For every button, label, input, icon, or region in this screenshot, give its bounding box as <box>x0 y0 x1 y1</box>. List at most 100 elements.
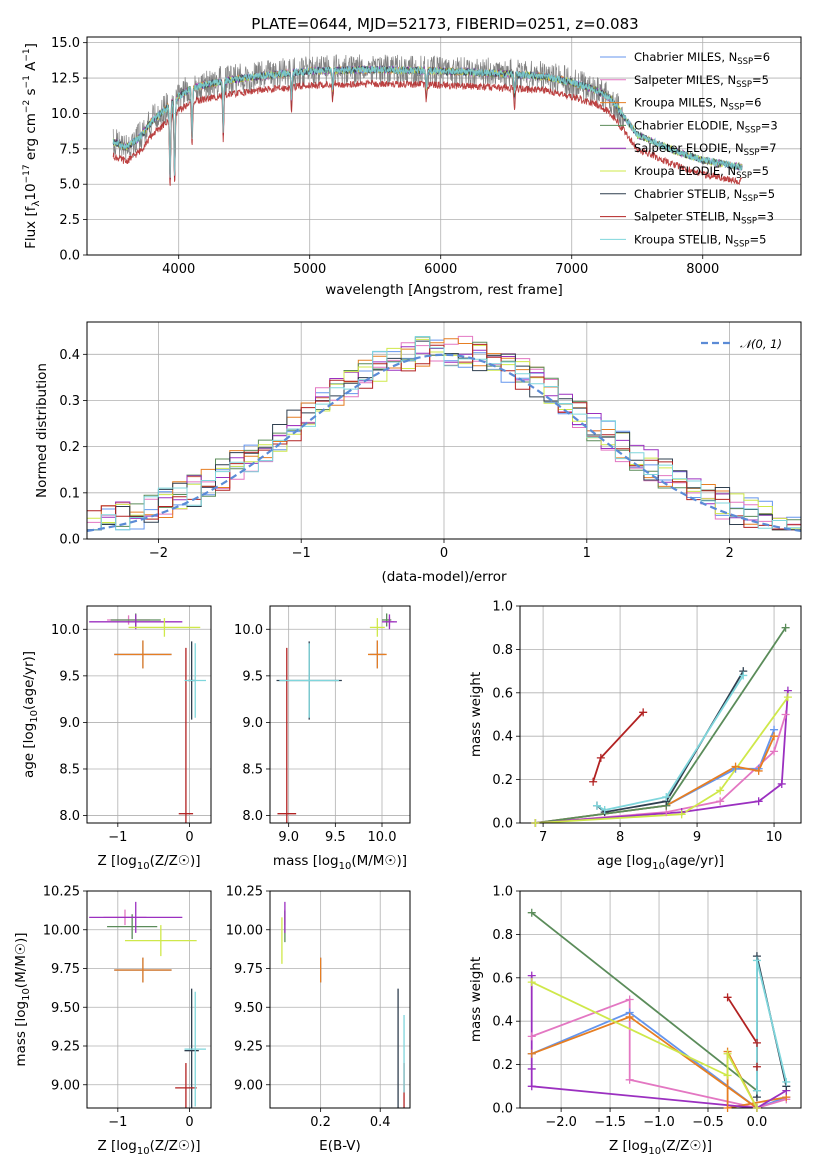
y-tick-label: 9.25 <box>234 1040 263 1055</box>
weight-series-marker <box>716 786 725 795</box>
y-tick-label: 0.6 <box>492 971 513 986</box>
x-axis-label: E(B-V) <box>319 1138 361 1154</box>
x-tick-label: 0.4 <box>370 1115 391 1130</box>
weight-series-marker <box>754 797 763 806</box>
weight-series-marker <box>739 671 748 680</box>
y-axis-label: mass weight <box>468 672 484 757</box>
weight-series-marker <box>625 1012 634 1021</box>
x-axis-label: Z [log10(Z/Z☉)] <box>97 853 200 872</box>
weight-series-marker <box>662 792 671 801</box>
y-axis-label: mass weight <box>468 957 484 1042</box>
plot-area <box>112 54 743 186</box>
plot-area <box>276 613 397 823</box>
panel-weight-vs-age: 7 8 9 10 0.0 0.2 0.4 0.6 0.8 1.0 age [log10(age/yr… <box>468 600 802 872</box>
weight-series-line <box>596 674 745 811</box>
histogram-step-line <box>87 338 801 539</box>
weight-series-marker <box>531 819 540 827</box>
y-tick-label: 9.75 <box>234 962 263 977</box>
y-tick-label: 7.5 <box>59 142 80 157</box>
x-tick-label: 9.5 <box>325 830 346 845</box>
x-tick-label: 0.2 <box>310 1115 331 1130</box>
y-axis-label: mass [log10(M/M☉)] <box>13 932 32 1066</box>
x-tick-label: 7000 <box>555 262 588 277</box>
y-tick-label: 10.00 <box>43 923 80 938</box>
gaussian-curve <box>87 353 801 532</box>
x-tick-label: 10 <box>766 830 783 845</box>
weight-series-marker <box>527 1049 536 1058</box>
weight-series-marker <box>600 805 609 814</box>
x-axis-label: mass [log10(M/M☉)] <box>273 853 407 872</box>
panel-mass-vs-ebv: 0.2 0.4 9.00 9.25 9.50 9.75 10.00 10.25 E(B-V) <box>226 885 411 1154</box>
weight-series-marker <box>527 978 536 987</box>
y-tick-label: 10.0 <box>234 623 263 638</box>
grid-lines <box>270 890 410 1108</box>
x-tick-label: 7 <box>539 830 547 845</box>
legend-entry: 𝒩(0, 1) <box>740 337 782 351</box>
y-tick-label: 0.0 <box>59 249 80 264</box>
legend-entry: Kroupa MILES, NSSP=6 <box>634 96 761 113</box>
y-tick-label: 8.0 <box>59 809 80 824</box>
weight-series-marker <box>731 762 740 771</box>
y-tick-label: 0.2 <box>492 1058 513 1073</box>
grid-lines <box>87 890 211 1108</box>
x-tick-label: −1 <box>108 1115 127 1130</box>
y-tick-label: 10.0 <box>51 107 80 122</box>
weight-series-marker <box>770 747 779 756</box>
x-tick-label: 9 <box>693 830 701 845</box>
y-tick-label: 9.5 <box>59 669 80 684</box>
y-tick-label: 0.4 <box>492 1015 513 1030</box>
legend-entry: Salpeter STELIB, NSSP=3 <box>634 210 774 227</box>
y-axis-label: Flux [fλ10−17 erg cm−2 s−1 A−1] <box>22 43 42 249</box>
y-tick-label: 0.8 <box>492 643 513 658</box>
y-tick-label: 9.0 <box>242 716 263 731</box>
y-tick-label: 0.4 <box>59 348 80 363</box>
weight-series-line <box>531 981 758 1108</box>
y-tick-label: 9.0 <box>59 716 80 731</box>
weight-series-marker <box>752 1038 761 1047</box>
figure-title: PLATE=0644, MJD=52173, FIBERID=0251, z=0… <box>251 15 638 33</box>
y-tick-label: 10.25 <box>226 885 263 900</box>
legend: Chabrier MILES, NSSP=6 Salpeter MILES, NS… <box>600 50 778 249</box>
axes-frame <box>86 36 802 256</box>
weight-series-marker <box>592 801 601 810</box>
y-tick-label: 10.0 <box>51 623 80 638</box>
x-tick-label: −1.5 <box>594 1115 626 1130</box>
panel-spectrum: 4000 5000 6000 7000 8000 0.0 2.5 5.0 7.5 10.0 12.5… <box>22 36 802 298</box>
legend-entry: Chabrier ELODIE, NSSP=3 <box>634 118 778 135</box>
weight-series-marker <box>589 777 598 786</box>
x-tick-label: 8 <box>616 830 624 845</box>
legend: 𝒩(0, 1) <box>701 337 782 351</box>
plot-area <box>281 901 405 1108</box>
x-tick-label: −0.5 <box>692 1115 724 1130</box>
weight-series-marker <box>781 623 790 632</box>
y-tick-label: 12.5 <box>51 72 80 87</box>
plot-area <box>89 613 206 823</box>
weight-series-marker <box>527 1082 536 1091</box>
model-spectrum-line <box>112 65 743 178</box>
y-tick-label: 2.5 <box>59 213 80 228</box>
weight-series-marker <box>783 693 792 702</box>
y-tick-label: 10.25 <box>43 885 80 900</box>
weight-series-marker <box>723 1049 732 1058</box>
weight-series-line <box>531 1011 787 1108</box>
x-axis-label: wavelength [Angstrom, rest frame] <box>325 282 563 298</box>
x-tick-label: 0 <box>440 546 448 561</box>
weight-series-marker <box>527 1032 536 1041</box>
legend-entry: Kroupa ELODIE, NSSP=5 <box>634 164 769 181</box>
weight-series-marker <box>752 1062 761 1071</box>
y-tick-label: 1.0 <box>492 885 513 900</box>
x-tick-label: 10.0 <box>368 830 397 845</box>
grid-lines <box>87 606 211 823</box>
y-tick-label: 9.50 <box>234 1001 263 1016</box>
axes-frame <box>86 321 802 540</box>
y-tick-label: 0.4 <box>492 730 513 745</box>
legend-entry: Chabrier STELIB, NSSP=5 <box>634 187 775 204</box>
y-tick-label: 8.5 <box>242 762 263 777</box>
y-tick-label: 0.8 <box>492 928 513 943</box>
weight-series-marker <box>754 766 763 775</box>
grid-lines <box>520 605 801 824</box>
x-tick-label: 5000 <box>293 262 326 277</box>
y-tick-label: 0.1 <box>59 486 80 501</box>
plot-area <box>87 335 801 539</box>
x-tick-label: 6000 <box>424 262 457 277</box>
